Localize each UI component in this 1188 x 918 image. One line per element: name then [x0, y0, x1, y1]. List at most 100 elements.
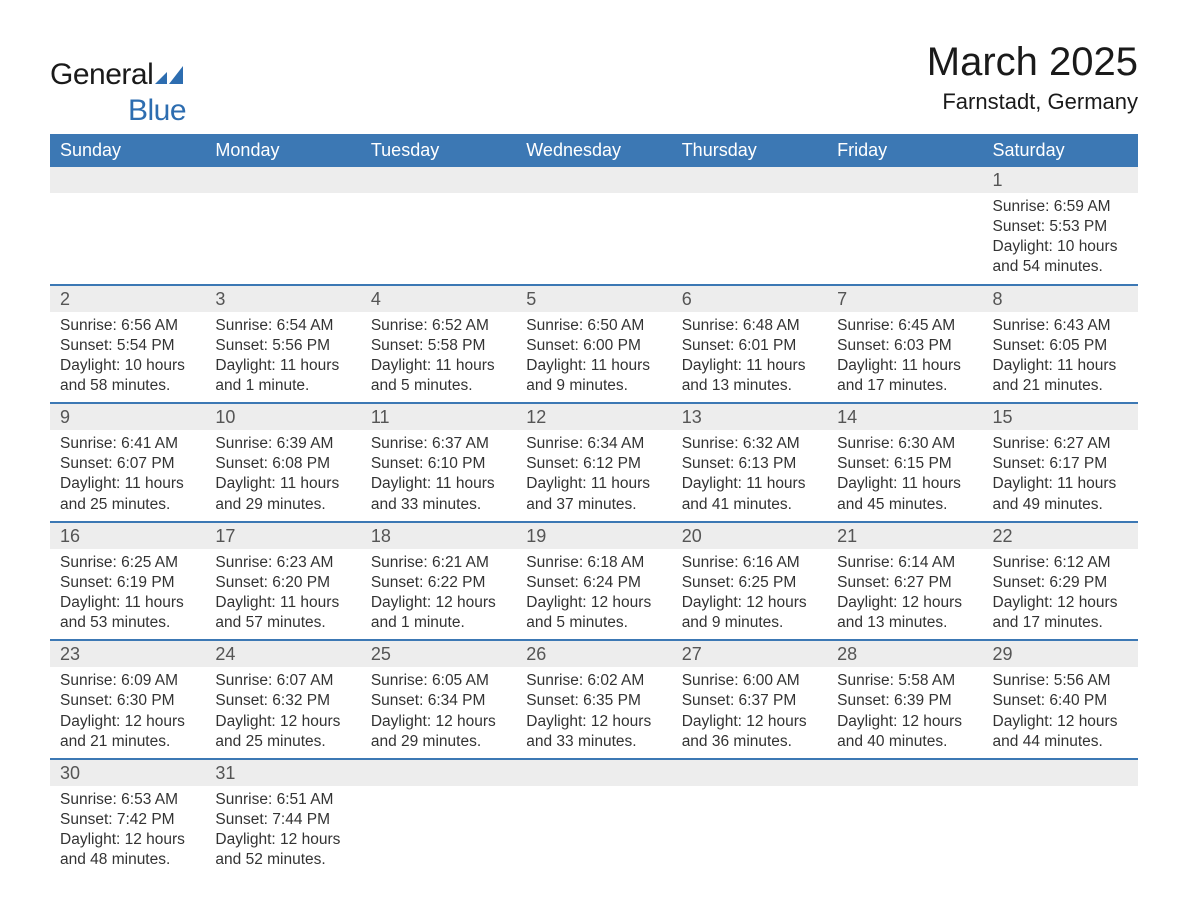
day-details: Sunrise: 6:56 AMSunset: 5:54 PMDaylight:… — [50, 312, 205, 403]
day-number: 25 — [361, 639, 516, 667]
week-body-row: Sunrise: 6:25 AMSunset: 6:19 PMDaylight:… — [50, 549, 1138, 640]
sunrise-text: Sunrise: 6:52 AM — [371, 316, 506, 336]
calendar-cell-daynum: 18 — [361, 521, 516, 549]
day-number — [516, 758, 671, 786]
daylight-text: Daylight: 12 hours and 44 minutes. — [993, 712, 1128, 752]
day-number: 17 — [205, 521, 360, 549]
day-number: 1 — [983, 167, 1138, 193]
daylight-text: Daylight: 11 hours and 37 minutes. — [526, 474, 661, 514]
day-number: 10 — [205, 402, 360, 430]
calendar-cell-daynum — [361, 167, 516, 193]
day-details: Sunrise: 6:50 AMSunset: 6:00 PMDaylight:… — [516, 312, 671, 403]
day-number: 21 — [827, 521, 982, 549]
day-details — [205, 193, 360, 223]
day-details: Sunrise: 6:34 AMSunset: 6:12 PMDaylight:… — [516, 430, 671, 521]
calendar-cell-daynum: 10 — [205, 402, 360, 430]
daylight-text: Daylight: 10 hours and 58 minutes. — [60, 356, 195, 396]
sunrise-text: Sunrise: 6:43 AM — [993, 316, 1128, 336]
calendar-cell-body — [361, 193, 516, 284]
calendar-cell-daynum: 12 — [516, 402, 671, 430]
calendar-cell-body: Sunrise: 6:52 AMSunset: 5:58 PMDaylight:… — [361, 312, 516, 403]
daylight-text: Daylight: 12 hours and 25 minutes. — [215, 712, 350, 752]
sunrise-text: Sunrise: 6:51 AM — [215, 790, 350, 810]
sunrise-text: Sunrise: 6:18 AM — [526, 553, 661, 573]
weekday-header: Friday — [827, 134, 982, 167]
sunset-text: Sunset: 6:40 PM — [993, 691, 1128, 711]
daylight-text: Daylight: 12 hours and 17 minutes. — [993, 593, 1128, 633]
day-details: Sunrise: 6:48 AMSunset: 6:01 PMDaylight:… — [672, 312, 827, 403]
day-number: 4 — [361, 284, 516, 312]
calendar-cell-daynum: 14 — [827, 402, 982, 430]
day-details: Sunrise: 6:25 AMSunset: 6:19 PMDaylight:… — [50, 549, 205, 640]
day-details: Sunrise: 6:52 AMSunset: 5:58 PMDaylight:… — [361, 312, 516, 403]
day-details: Sunrise: 6:18 AMSunset: 6:24 PMDaylight:… — [516, 549, 671, 640]
day-details — [827, 193, 982, 223]
day-details — [516, 193, 671, 223]
day-number: 30 — [50, 758, 205, 786]
calendar-cell-daynum: 17 — [205, 521, 360, 549]
calendar-cell-body — [516, 786, 671, 877]
week-daynum-row: 2345678 — [50, 284, 1138, 312]
day-details: Sunrise: 6:14 AMSunset: 6:27 PMDaylight:… — [827, 549, 982, 640]
sunset-text: Sunset: 5:53 PM — [993, 217, 1128, 237]
sunset-text: Sunset: 6:17 PM — [993, 454, 1128, 474]
calendar-cell-body: Sunrise: 6:25 AMSunset: 6:19 PMDaylight:… — [50, 549, 205, 640]
week-daynum-row: 23242526272829 — [50, 639, 1138, 667]
week-body-row: Sunrise: 6:56 AMSunset: 5:54 PMDaylight:… — [50, 312, 1138, 403]
sunset-text: Sunset: 5:58 PM — [371, 336, 506, 356]
daylight-text: Daylight: 11 hours and 17 minutes. — [837, 356, 972, 396]
day-details: Sunrise: 6:00 AMSunset: 6:37 PMDaylight:… — [672, 667, 827, 758]
calendar-cell-body: Sunrise: 6:05 AMSunset: 6:34 PMDaylight:… — [361, 667, 516, 758]
day-details: Sunrise: 5:58 AMSunset: 6:39 PMDaylight:… — [827, 667, 982, 758]
calendar-cell-daynum — [50, 167, 205, 193]
calendar-cell-body — [205, 193, 360, 284]
day-details — [983, 786, 1138, 816]
sunset-text: Sunset: 6:35 PM — [526, 691, 661, 711]
calendar-cell-daynum: 24 — [205, 639, 360, 667]
sunset-text: Sunset: 6:07 PM — [60, 454, 195, 474]
day-details — [672, 193, 827, 223]
day-details: Sunrise: 5:56 AMSunset: 6:40 PMDaylight:… — [983, 667, 1138, 758]
sunset-text: Sunset: 6:30 PM — [60, 691, 195, 711]
sunrise-text: Sunrise: 5:56 AM — [993, 671, 1128, 691]
sunset-text: Sunset: 6:01 PM — [682, 336, 817, 356]
calendar-cell-body: Sunrise: 6:02 AMSunset: 6:35 PMDaylight:… — [516, 667, 671, 758]
day-number: 2 — [50, 284, 205, 312]
day-number: 16 — [50, 521, 205, 549]
calendar-cell-body — [983, 786, 1138, 877]
sunset-text: Sunset: 6:29 PM — [993, 573, 1128, 593]
daylight-text: Daylight: 11 hours and 33 minutes. — [371, 474, 506, 514]
calendar-cell-body: Sunrise: 6:51 AMSunset: 7:44 PMDaylight:… — [205, 786, 360, 877]
sunrise-text: Sunrise: 6:05 AM — [371, 671, 506, 691]
sunset-text: Sunset: 7:44 PM — [215, 810, 350, 830]
day-details — [361, 193, 516, 223]
daylight-text: Daylight: 12 hours and 33 minutes. — [526, 712, 661, 752]
calendar-cell-daynum: 31 — [205, 758, 360, 786]
sunrise-text: Sunrise: 6:45 AM — [837, 316, 972, 336]
sunset-text: Sunset: 6:03 PM — [837, 336, 972, 356]
sunset-text: Sunset: 6:27 PM — [837, 573, 972, 593]
day-number: 20 — [672, 521, 827, 549]
calendar-cell-body: Sunrise: 6:32 AMSunset: 6:13 PMDaylight:… — [672, 430, 827, 521]
day-number — [205, 167, 360, 193]
sunset-text: Sunset: 6:24 PM — [526, 573, 661, 593]
sunrise-text: Sunrise: 6:27 AM — [993, 434, 1128, 454]
week-body-row: Sunrise: 6:09 AMSunset: 6:30 PMDaylight:… — [50, 667, 1138, 758]
day-details: Sunrise: 6:12 AMSunset: 6:29 PMDaylight:… — [983, 549, 1138, 640]
sunset-text: Sunset: 6:12 PM — [526, 454, 661, 474]
daylight-text: Daylight: 12 hours and 48 minutes. — [60, 830, 195, 870]
sunrise-text: Sunrise: 6:41 AM — [60, 434, 195, 454]
day-number — [50, 167, 205, 193]
daylight-text: Daylight: 12 hours and 1 minute. — [371, 593, 506, 633]
sunrise-text: Sunrise: 6:39 AM — [215, 434, 350, 454]
calendar-cell-daynum: 19 — [516, 521, 671, 549]
daylight-text: Daylight: 11 hours and 41 minutes. — [682, 474, 817, 514]
calendar-cell-body: Sunrise: 6:12 AMSunset: 6:29 PMDaylight:… — [983, 549, 1138, 640]
calendar-cell-daynum: 6 — [672, 284, 827, 312]
sunset-text: Sunset: 6:08 PM — [215, 454, 350, 474]
sunset-text: Sunset: 5:56 PM — [215, 336, 350, 356]
day-details: Sunrise: 6:21 AMSunset: 6:22 PMDaylight:… — [361, 549, 516, 640]
day-number: 8 — [983, 284, 1138, 312]
day-details: Sunrise: 6:41 AMSunset: 6:07 PMDaylight:… — [50, 430, 205, 521]
day-number: 14 — [827, 402, 982, 430]
